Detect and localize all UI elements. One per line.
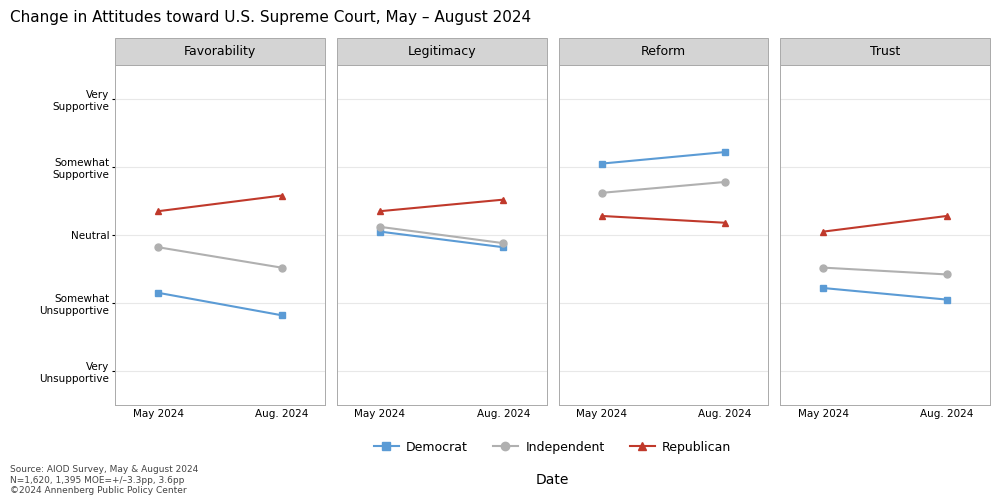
Text: Date: Date [536,473,569,487]
Text: Favorability: Favorability [184,45,256,58]
Text: Legitimacy: Legitimacy [407,45,476,58]
Text: Trust: Trust [870,45,900,58]
Text: Reform: Reform [641,45,686,58]
Text: Source: AIOD Survey, May & August 2024
N=1,620, 1,395 MOE=+/–3.3pp, 3.6pp
©2024 : Source: AIOD Survey, May & August 2024 N… [10,465,198,495]
Text: Change in Attitudes toward U.S. Supreme Court, May – August 2024: Change in Attitudes toward U.S. Supreme … [10,10,531,25]
Legend: Democrat, Independent, Republican: Democrat, Independent, Republican [369,436,736,459]
